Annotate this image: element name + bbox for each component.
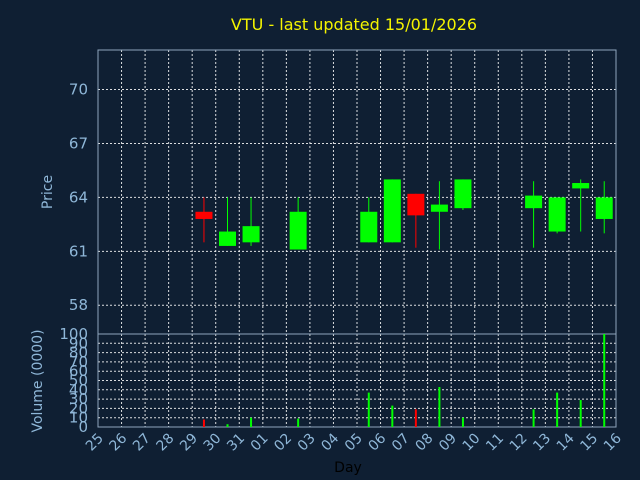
price-panel: 58 61 64 67 70 bbox=[69, 49, 617, 335]
volume-bar bbox=[438, 387, 441, 427]
volume-tick-label: 50 bbox=[69, 372, 88, 390]
volume-bar bbox=[556, 392, 559, 427]
candle-body bbox=[525, 195, 543, 209]
day-tick-label: 15 bbox=[577, 431, 601, 455]
price-tick-label: 58 bbox=[69, 296, 88, 314]
volume-bar bbox=[367, 392, 370, 427]
volume-tick-label: 70 bbox=[69, 353, 88, 371]
day-tick-label: 03 bbox=[295, 431, 319, 455]
candle-body bbox=[454, 179, 472, 209]
volume-tick-label: 80 bbox=[69, 344, 88, 362]
day-tick-label: 13 bbox=[530, 431, 554, 455]
day-axis-label: Day bbox=[334, 460, 362, 476]
day-tick-label: 09 bbox=[436, 431, 460, 455]
candle-body bbox=[195, 211, 213, 219]
price-tick-label: 67 bbox=[69, 134, 88, 152]
volume-tick-label: 40 bbox=[69, 381, 88, 399]
day-tick-label: 28 bbox=[154, 431, 178, 455]
volume-axis-label: Volume (0000) bbox=[30, 329, 46, 432]
volume-tick-label: 20 bbox=[69, 399, 88, 417]
candle-body bbox=[572, 183, 590, 189]
volume-tick-label: 10 bbox=[69, 409, 88, 427]
price-tick-label: 64 bbox=[69, 188, 88, 206]
day-tick-label: 01 bbox=[248, 431, 272, 455]
day-tick-label: 16 bbox=[601, 430, 625, 454]
volume-bar bbox=[603, 334, 606, 427]
candle-body bbox=[407, 193, 425, 216]
volume-bar bbox=[297, 418, 300, 427]
volume-bar bbox=[226, 424, 229, 427]
candle-body bbox=[242, 226, 260, 243]
candle-body bbox=[289, 211, 307, 250]
volume-tick-label: 90 bbox=[69, 334, 88, 352]
day-tick-label: 11 bbox=[483, 431, 507, 455]
volume-tick-label: 100 bbox=[59, 325, 88, 343]
candle-body bbox=[360, 211, 378, 243]
day-tick-label: 06 bbox=[365, 430, 389, 454]
day-tick-label: 31 bbox=[224, 431, 248, 455]
day-tick-label: 02 bbox=[271, 431, 295, 455]
candle-body bbox=[219, 231, 236, 246]
volume-bar bbox=[579, 400, 582, 427]
volume-bar bbox=[250, 417, 253, 427]
volume-tick-label: 0 bbox=[78, 418, 88, 436]
chart-title: VTU - last updated 15/01/2026 bbox=[231, 15, 477, 34]
candle-body bbox=[383, 179, 401, 243]
volume-bar bbox=[461, 417, 464, 427]
day-tick-label: 04 bbox=[318, 430, 342, 454]
volume-bar bbox=[391, 405, 394, 427]
day-tick-label: 27 bbox=[130, 431, 154, 455]
price-tick-label: 70 bbox=[69, 81, 88, 99]
day-tick-label: 10 bbox=[460, 431, 484, 455]
day-tick-label: 26 bbox=[106, 430, 130, 454]
day-tick-label: 14 bbox=[554, 430, 578, 454]
price-tick-label: 61 bbox=[69, 242, 88, 260]
volume-tick-label: 30 bbox=[69, 390, 88, 408]
day-tick-label: 07 bbox=[389, 431, 413, 455]
volume-bar bbox=[414, 409, 417, 427]
day-tick-label: 08 bbox=[413, 431, 437, 455]
day-tick-label: 29 bbox=[177, 431, 201, 455]
candle-body bbox=[430, 204, 448, 212]
candle-body bbox=[595, 197, 613, 219]
volume-bar bbox=[532, 409, 535, 427]
day-tick-label: 05 bbox=[342, 431, 366, 455]
volume-tick-label: 60 bbox=[69, 362, 88, 380]
price-axis-label: Price bbox=[40, 175, 56, 209]
volume-bar bbox=[202, 419, 205, 427]
day-tick-label: 12 bbox=[507, 431, 531, 455]
volume-frame bbox=[97, 333, 617, 428]
candle-body bbox=[548, 197, 566, 232]
day-tick-label: 30 bbox=[201, 431, 225, 455]
